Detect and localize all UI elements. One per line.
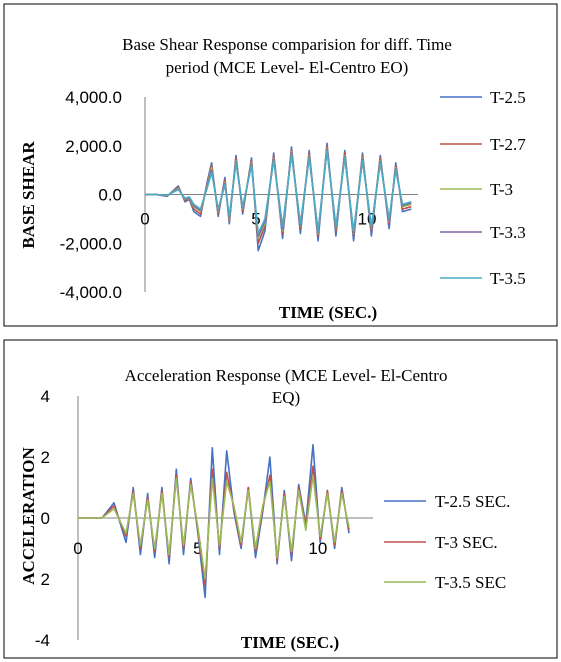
acceleration-chart-title-line: EQ) <box>272 388 300 407</box>
base-shear-chart-title-line: period (MCE Level- El-Centro EO) <box>166 58 409 77</box>
acceleration-chart: Acceleration Response (MCE Level- El-Cen… <box>3 339 558 659</box>
acceleration-x-tick-label: 5 <box>193 539 202 558</box>
base-shear-y-axis-label: BASE SHEAR <box>19 141 38 249</box>
acceleration-y-tick-label: 4 <box>41 387 50 406</box>
base-shear-chart-title-line: Base Shear Response comparision for diff… <box>122 35 452 54</box>
acceleration-y-tick-label: 2 <box>41 448 50 467</box>
base-shear-legend-label-3: T-3 <box>490 180 513 199</box>
acceleration-chart-border <box>3 339 558 659</box>
base-shear-x-tick-label: 0 <box>140 210 149 229</box>
base-shear-y-tick-label: 2,000.0 <box>65 137 122 156</box>
acceleration-x-axis-label: TIME (SEC.) <box>241 633 339 652</box>
base-shear-legend-label-5: T-3.5 <box>490 269 526 288</box>
base-shear-legend-label-4: T-3.3 <box>490 223 526 242</box>
acceleration-series-line-3 <box>78 474 350 580</box>
acceleration-legend-label-2: T-3 SEC. <box>435 533 498 552</box>
base-shear-series-line-5 <box>145 149 412 235</box>
base-shear-chart: Base Shear Response comparision for diff… <box>3 3 558 327</box>
base-shear-y-tick-label: -4,000.0 <box>60 283 122 302</box>
acceleration-y-tick-label: 2 <box>41 570 50 589</box>
base-shear-legend-label-2: T-2.7 <box>490 135 526 154</box>
acceleration-y-axis-label: ACCELERATION <box>19 446 38 584</box>
acceleration-x-tick-label: 0 <box>73 539 82 558</box>
acceleration-chart-panel: Acceleration Response (MCE Level- El-Cen… <box>0 336 561 662</box>
acceleration-legend-label-3: T-3.5 SEC <box>435 573 506 592</box>
base-shear-x-axis-label: TIME (SEC.) <box>279 303 377 322</box>
acceleration-chart-title-line: Acceleration Response (MCE Level- El-Cen… <box>125 366 448 385</box>
base-shear-legend-label-1: T-2.5 <box>490 88 526 107</box>
base-shear-chart-panel: Base Shear Response comparision for diff… <box>0 0 561 330</box>
acceleration-legend-label-1: T-2.5 SEC. <box>435 492 510 511</box>
base-shear-chart-border <box>3 3 558 327</box>
acceleration-y-tick-label: -4 <box>35 631 50 650</box>
base-shear-y-tick-label: 4,000.0 <box>65 88 122 107</box>
acceleration-x-tick-label: 10 <box>308 539 327 558</box>
acceleration-y-tick-label: 0 <box>41 509 50 528</box>
base-shear-y-tick-label: 0.0 <box>98 186 122 205</box>
base-shear-y-tick-label: -2,000.0 <box>60 234 122 253</box>
